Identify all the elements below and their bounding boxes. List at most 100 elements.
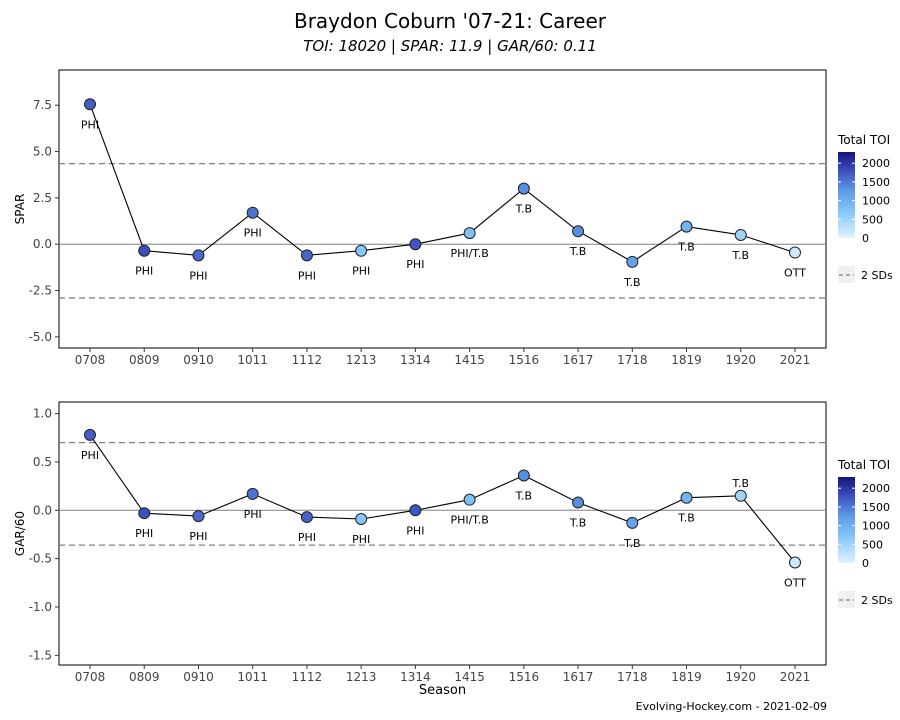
x-tick-label: 1314	[400, 670, 431, 684]
x-tick-label: 2021	[780, 670, 811, 684]
x-tick-label: 1718	[617, 353, 648, 367]
x-axis-label: Season	[419, 683, 466, 698]
x-tick-label: 1718	[617, 670, 648, 684]
team-label: PHI	[189, 269, 207, 282]
data-point	[572, 225, 585, 238]
data-point	[626, 255, 639, 268]
data-point	[734, 489, 747, 502]
legend-tick-label: 1000	[862, 195, 890, 208]
data-point	[138, 507, 151, 520]
team-label: PHI	[352, 265, 370, 278]
team-label: PHI	[298, 531, 316, 544]
y-tick-label: 7.5	[33, 98, 52, 112]
team-label: T.B	[732, 249, 749, 262]
x-tick-label: 1920	[725, 353, 756, 367]
y-tick-label: -2.5	[29, 284, 52, 298]
y-tick-label: 0.0	[33, 503, 52, 517]
data-point	[409, 504, 422, 517]
x-tick-label: 1213	[346, 670, 377, 684]
team-label: PHI	[298, 269, 316, 282]
data-point	[138, 244, 151, 257]
data-point	[300, 249, 313, 262]
legend-sd-label: 2 SDs	[861, 594, 893, 607]
y-tick-label: 2.5	[33, 191, 52, 205]
team-label: OTT	[784, 577, 806, 590]
data-point	[734, 228, 747, 241]
team-label: PHI/T.B	[450, 247, 488, 260]
data-point	[84, 98, 96, 111]
x-tick-label: 0910	[183, 670, 214, 684]
team-label: PHI	[244, 508, 262, 521]
team-label: T.B	[677, 241, 694, 254]
legend-tick-label: 0	[862, 557, 869, 570]
data-point	[84, 428, 96, 441]
y-axis-label: SPAR	[13, 194, 27, 225]
data-point	[246, 206, 259, 219]
y-tick-label: 0.0	[33, 237, 52, 251]
x-tick-label: 1920	[725, 670, 756, 684]
y-tick-label: 0.5	[33, 455, 52, 469]
team-label: PHI	[244, 227, 262, 240]
legend-tick-label: 1500	[862, 176, 890, 189]
plot-area	[58, 401, 827, 666]
x-tick-label: 1213	[346, 353, 377, 367]
y-axis-label: GAR/60	[13, 511, 27, 556]
data-point	[789, 556, 801, 569]
x-tick-label: 1415	[454, 353, 485, 367]
spar-panel: -5.0 -2.5 0.0 2.5 5.0 7.5 0708 0809 0910 1011 1112…	[13, 69, 893, 367]
team-label: T.B	[515, 203, 532, 216]
team-label: T.B	[515, 489, 532, 502]
team-label: T.B	[569, 517, 586, 530]
team-label: PHI	[135, 527, 153, 540]
x-tick-label: 1112	[292, 670, 323, 684]
plot-area	[58, 69, 827, 349]
y-tick-label: 5.0	[33, 145, 52, 159]
data-point	[192, 510, 205, 523]
legend-sd-label: 2 SDs	[861, 269, 893, 282]
data-point	[789, 246, 801, 259]
data-point	[463, 227, 476, 240]
team-label: T.B	[623, 537, 640, 550]
y-tick-label: -1.0	[29, 600, 52, 614]
x-tick-label: 1819	[671, 353, 702, 367]
x-tick-label: 1617	[563, 670, 594, 684]
x-tick-label: 0708	[75, 670, 106, 684]
team-label: T.B	[623, 276, 640, 289]
data-point	[463, 493, 476, 506]
data-point	[192, 249, 205, 262]
data-point	[300, 511, 313, 524]
legend-tick-label: 0	[862, 232, 869, 245]
data-point	[409, 238, 422, 251]
team-label: PHI	[189, 530, 207, 543]
x-tick-label: 1011	[237, 353, 268, 367]
legend-tick-label: 1500	[862, 501, 890, 514]
team-label: OTT	[784, 267, 806, 280]
team-label: PHI	[406, 258, 424, 271]
team-label: PHI	[81, 118, 99, 131]
y-tick-label: -5.0	[29, 330, 52, 344]
team-label: PHI	[406, 524, 424, 537]
x-tick-label: 0809	[129, 353, 160, 367]
source-caption: Evolving-Hockey.com - 2021-02-09	[635, 700, 827, 713]
team-label: T.B	[569, 245, 586, 258]
data-point	[680, 491, 693, 504]
legend-tick-label: 500	[862, 213, 883, 226]
y-tick-label: -0.5	[29, 552, 52, 566]
data-point	[517, 182, 530, 195]
x-tick-label: 1415	[454, 670, 485, 684]
x-tick-label: 2021	[780, 353, 811, 367]
legend-colorbar	[838, 477, 855, 563]
x-tick-label: 1112	[292, 353, 323, 367]
legend-tick-label: 2000	[862, 157, 890, 170]
legend-tick-label: 2000	[862, 482, 890, 495]
team-label: PHI	[352, 533, 370, 546]
team-label: T.B	[677, 512, 694, 525]
data-point	[246, 487, 259, 500]
series-line	[89, 434, 796, 563]
chart-subtitle: TOI: 18020 | SPAR: 11.9 | GAR/60: 0.11	[303, 37, 597, 55]
y-tick-label: -1.5	[29, 648, 52, 662]
x-tick-label: 1314	[400, 353, 431, 367]
chart-title: Braydon Coburn '07-21: Career	[293, 9, 607, 33]
y-tick-label: 1.0	[33, 407, 52, 421]
